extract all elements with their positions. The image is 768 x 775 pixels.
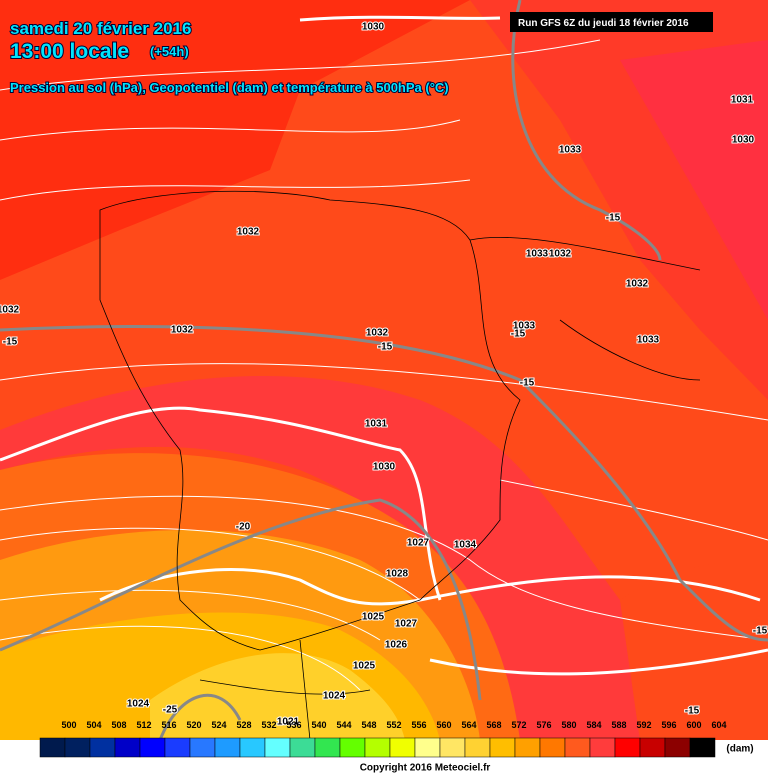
legend-swatch: [439, 737, 466, 758]
legend-swatch: [639, 737, 666, 758]
legend-swatch: [114, 737, 141, 758]
legend-label: 532: [261, 720, 276, 730]
temperature-label: -15: [520, 378, 535, 389]
legend-swatch: [464, 737, 491, 758]
legend-swatch: [539, 737, 566, 758]
pressure-label: 1031: [365, 419, 388, 430]
legend-swatch: [164, 737, 191, 758]
legend-label: 556: [411, 720, 426, 730]
temperature-label: -15: [685, 706, 700, 717]
legend-label: 552: [386, 720, 401, 730]
time: 13:00 locale: [10, 40, 129, 63]
pressure-label: 1030: [732, 135, 755, 146]
pressure-label: 1024: [127, 699, 150, 710]
legend-label: 548: [361, 720, 376, 730]
pressure-label: 1033: [526, 249, 549, 260]
footer-bg: [0, 758, 768, 775]
legend-swatch: [339, 737, 366, 758]
legend-swatch: [664, 737, 691, 758]
pressure-label: 1027: [395, 619, 418, 630]
map-background: [0, 0, 768, 741]
legend-label: 520: [186, 720, 201, 730]
legend-swatch: [689, 737, 716, 758]
pressure-label: 1027: [407, 538, 430, 549]
legend-swatch: [264, 737, 291, 758]
subtitle: Pression au sol (hPa), Geopotentiel (dam…: [10, 80, 449, 95]
pressure-label: 1032: [549, 249, 572, 260]
temperature-label: -15: [606, 213, 621, 224]
legend-label: 568: [486, 720, 501, 730]
legend-label: 572: [511, 720, 526, 730]
legend-label: 580: [561, 720, 576, 730]
legend-label: 596: [661, 720, 676, 730]
temperature-label: -15: [3, 337, 18, 348]
legend-swatch: [214, 737, 241, 758]
pressure-label: 1033: [637, 335, 660, 346]
legend-label: 604: [711, 720, 726, 730]
legend-label: 536: [286, 720, 301, 730]
legend-swatch: [614, 737, 641, 758]
legend-swatch: [564, 737, 591, 758]
legend-label: 540: [311, 720, 326, 730]
legend-swatch: [489, 737, 516, 758]
legend-label: 516: [161, 720, 176, 730]
legend-label: 512: [136, 720, 151, 730]
legend-label: 508: [111, 720, 126, 730]
legend-swatch: [289, 737, 316, 758]
legend-swatch: [64, 737, 91, 758]
legend-label: 504: [86, 720, 101, 730]
pressure-label: 1030: [362, 22, 385, 33]
legend-label: 560: [436, 720, 451, 730]
pressure-label: 1032: [626, 279, 649, 290]
title: samedi 20 février 2016: [10, 19, 191, 38]
legend-swatch: [314, 737, 341, 758]
legend-swatch: [414, 737, 441, 758]
temperature-label: -15: [378, 342, 393, 353]
temperature-label: -15: [753, 626, 768, 637]
pressure-label: 1034: [454, 540, 477, 551]
legend-swatch: [514, 737, 541, 758]
pressure-label: 1031: [731, 95, 754, 106]
legend-label: 584: [586, 720, 601, 730]
legend-unit: (dam): [726, 744, 753, 755]
legend-label: 524: [211, 720, 226, 730]
legend-label: 500: [61, 720, 76, 730]
legend-swatch: [239, 737, 266, 758]
pressure-label: 1032: [237, 227, 260, 238]
temperature-label: -15: [511, 329, 526, 340]
pressure-label: 1025: [353, 661, 376, 672]
pressure-label: 1028: [386, 569, 409, 580]
legend-label: 592: [636, 720, 651, 730]
legend-label: 564: [461, 720, 476, 730]
offset: (+54h): [150, 44, 189, 59]
legend-swatch: [389, 737, 416, 758]
legend-label: 544: [336, 720, 351, 730]
pressure-label: 1032: [171, 325, 194, 336]
legend-label: 588: [611, 720, 626, 730]
run-box: [510, 12, 713, 32]
pressure-label: 1033: [513, 321, 536, 332]
temperature-label: -25: [163, 705, 178, 716]
legend-swatch: [364, 737, 391, 758]
temperature-label: -20: [236, 522, 251, 533]
pressure-label: 1030: [373, 462, 396, 473]
pressure-label: 1033: [559, 145, 582, 156]
legend-label: 528: [236, 720, 251, 730]
legend-label: 576: [536, 720, 551, 730]
copyright: Copyright 2016 Meteociel.fr: [360, 763, 491, 774]
legend-swatch: [139, 737, 166, 758]
legend-swatch: [189, 737, 216, 758]
legend-swatch: [89, 737, 116, 758]
pressure-label: 1025: [362, 612, 385, 623]
pressure-label: 1021: [277, 717, 300, 728]
pressure-label: 1024: [323, 691, 346, 702]
pressure-label: 1032: [366, 328, 389, 339]
pressure-label: 1026: [385, 640, 408, 651]
legend-swatch: [589, 737, 616, 758]
run-info: Run GFS 6Z du jeudi 18 février 2016: [518, 18, 689, 29]
pressure-label: 1032: [0, 305, 20, 316]
legend-swatch: [39, 737, 66, 758]
legend-label: 600: [686, 720, 701, 730]
